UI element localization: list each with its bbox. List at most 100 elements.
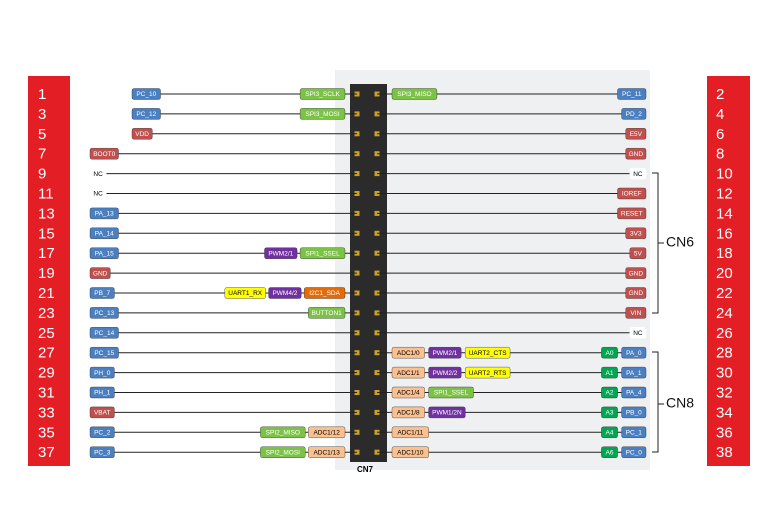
pin-label-box bbox=[89, 247, 119, 259]
pin-label-box bbox=[89, 426, 115, 438]
pin-label: PC_2 bbox=[94, 430, 111, 437]
arduino-tag: A4 bbox=[606, 430, 614, 437]
pin-number: 35 bbox=[38, 424, 55, 441]
pin-number: 10 bbox=[716, 166, 733, 183]
pin-label: VBAT bbox=[94, 410, 111, 417]
arduino-tag: A2 bbox=[606, 390, 614, 397]
pin-label-box bbox=[617, 187, 647, 200]
pin-label: PA_0 bbox=[626, 350, 642, 357]
pin-label-box bbox=[625, 287, 647, 299]
arduino-tag: A0 bbox=[606, 350, 614, 357]
pin-number: 17 bbox=[38, 245, 55, 262]
pin-label-box bbox=[625, 227, 647, 240]
pin-label: PH_1 bbox=[94, 390, 111, 397]
pin-label-box bbox=[89, 307, 119, 319]
pin-label: PC_14 bbox=[94, 330, 114, 337]
pin-number: 14 bbox=[716, 205, 733, 222]
pin-label-box bbox=[89, 287, 115, 299]
function-tag-box bbox=[428, 347, 462, 359]
pin-label-box bbox=[89, 267, 111, 279]
pin-label-box bbox=[131, 128, 153, 140]
pin-number: 13 bbox=[38, 205, 55, 222]
function-tag: SPI3_SCLK bbox=[305, 91, 340, 98]
pin-label-box bbox=[89, 347, 119, 359]
pin-number: 4 bbox=[716, 106, 724, 123]
pin-number: 37 bbox=[38, 444, 55, 461]
pin-label: PD_2 bbox=[626, 111, 643, 118]
pin-number: 8 bbox=[716, 146, 724, 163]
pin-number: 12 bbox=[716, 185, 733, 202]
pin-label-box bbox=[629, 327, 647, 339]
pin-label: NC bbox=[93, 191, 103, 198]
pin-label: PC_13 bbox=[94, 310, 114, 317]
pin-number: 16 bbox=[716, 225, 733, 242]
pin-label: 3V3 bbox=[630, 231, 642, 238]
function-tag-box bbox=[268, 287, 302, 299]
pin-label: PA_15 bbox=[95, 250, 114, 257]
arduino-tag-box bbox=[601, 446, 618, 458]
pin-label: PC_12 bbox=[136, 111, 156, 118]
arduino-tag: A6 bbox=[606, 449, 614, 456]
function-tag-box bbox=[299, 108, 346, 120]
pin-label: VDD bbox=[135, 131, 149, 138]
function-tag: ADC1/4 bbox=[397, 390, 420, 397]
pin-label-box bbox=[89, 366, 115, 379]
pin-label: PC_11 bbox=[622, 91, 642, 98]
function-tag-box bbox=[391, 426, 429, 438]
function-tag: UART2_CTS bbox=[469, 350, 507, 357]
function-tag-box bbox=[224, 287, 266, 299]
pin-label-box bbox=[617, 88, 647, 100]
arduino-tag-box bbox=[601, 347, 618, 359]
function-tag-box bbox=[391, 88, 438, 100]
function-tag: ADC1/10 bbox=[397, 449, 424, 456]
pin-number: 29 bbox=[38, 365, 55, 382]
pin-label-box bbox=[89, 147, 119, 160]
pin-label: PA_14 bbox=[95, 231, 114, 238]
function-tag: SPI3_MISO bbox=[397, 91, 431, 98]
pin-label-box bbox=[625, 307, 647, 319]
left-number-bar bbox=[28, 76, 70, 466]
function-tag: ADC1/0 bbox=[397, 350, 420, 357]
function-tag: SPI2_MISO bbox=[266, 430, 300, 437]
pin-number: 18 bbox=[716, 245, 733, 262]
function-tag: PWM2/2 bbox=[432, 370, 457, 377]
pin-label-box bbox=[625, 128, 647, 140]
pin-label: PH_0 bbox=[94, 370, 111, 377]
pin-number: 11 bbox=[38, 185, 54, 202]
pin-label-box bbox=[621, 108, 647, 120]
arduino-tag-box bbox=[601, 386, 618, 399]
function-tag-box bbox=[308, 426, 346, 438]
pin-number: 24 bbox=[716, 305, 733, 322]
pin-label-box bbox=[89, 207, 119, 220]
function-tag: PWM2/1 bbox=[432, 350, 457, 357]
arduino-tag: A1 bbox=[606, 370, 614, 377]
pin-number: 15 bbox=[38, 225, 55, 242]
function-tag: ADC1/11 bbox=[397, 430, 423, 437]
arduino-tag-box bbox=[601, 426, 618, 438]
pin-label: PC_3 bbox=[94, 449, 111, 456]
pin-label: PA_13 bbox=[95, 211, 114, 218]
pin-label: GND bbox=[93, 270, 108, 277]
function-tag: SPI1_SSEL bbox=[305, 250, 340, 257]
function-tag-box bbox=[391, 386, 425, 399]
pin-label-box bbox=[89, 167, 107, 180]
pin-number: 32 bbox=[716, 384, 733, 401]
cn6-label: CN6 bbox=[666, 234, 694, 250]
pin-label-box bbox=[131, 108, 161, 120]
function-tag: ADC1/13 bbox=[313, 449, 340, 456]
pin-label-box bbox=[621, 446, 647, 458]
pin-label-box bbox=[617, 207, 647, 220]
function-tag: PWM2/1 bbox=[268, 250, 293, 257]
pin-number: 23 bbox=[38, 305, 55, 322]
function-tag: SPI3_MOSI bbox=[305, 111, 340, 118]
cn8-bracket bbox=[652, 351, 664, 453]
pin-label: GND bbox=[629, 290, 644, 297]
function-tag-box bbox=[308, 307, 346, 319]
pin-label: PB_0 bbox=[626, 410, 642, 417]
pin-label: 5V bbox=[634, 250, 643, 257]
function-tag-box bbox=[428, 386, 474, 399]
function-tag-box bbox=[391, 446, 429, 458]
pin-number: 38 bbox=[716, 444, 733, 461]
pin-number: 2 bbox=[716, 86, 724, 103]
